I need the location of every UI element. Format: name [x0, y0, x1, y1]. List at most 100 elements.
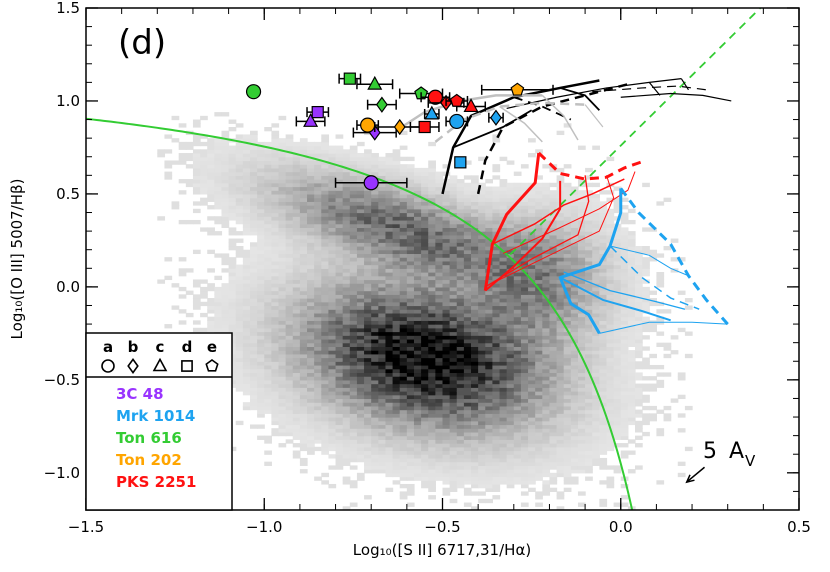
density-cell — [520, 472, 529, 478]
density-cell — [292, 353, 301, 359]
density-cell — [299, 253, 308, 258]
density-cell — [435, 208, 444, 214]
density-cell — [478, 242, 486, 247]
density-cell — [471, 483, 479, 489]
density-cell — [285, 138, 294, 143]
density-cell — [485, 190, 494, 195]
density-cell — [463, 242, 472, 247]
density-cell — [513, 353, 522, 359]
density-cell — [592, 391, 600, 396]
density-cell — [307, 364, 315, 370]
density-cell — [285, 171, 294, 176]
density-cell — [478, 469, 486, 474]
density-cell — [635, 286, 643, 292]
density-cell — [364, 249, 372, 255]
density-cell — [321, 420, 330, 426]
density-cell — [413, 201, 422, 206]
density-cell — [335, 268, 344, 273]
density-cell — [307, 357, 315, 362]
density-cell — [349, 298, 358, 303]
density-cell — [535, 324, 543, 329]
density-cell — [499, 461, 508, 466]
density-cell — [435, 417, 444, 422]
density-cell — [556, 298, 565, 303]
density-cell — [378, 364, 387, 370]
density-cell — [471, 439, 479, 444]
density-cell — [285, 201, 294, 206]
density-cell — [549, 193, 558, 199]
density-cell — [285, 253, 294, 258]
density-cell — [577, 409, 586, 414]
density-cell — [506, 361, 515, 366]
density-cell — [563, 212, 572, 217]
density-cell — [463, 402, 472, 407]
density-cell — [257, 316, 265, 321]
density-cell — [385, 223, 394, 228]
density-cell — [535, 476, 543, 481]
density-cell — [463, 309, 472, 314]
density-cell — [570, 201, 579, 206]
density-cell — [200, 327, 208, 333]
density-cell — [314, 238, 322, 243]
density-cell — [549, 364, 558, 370]
density-cell — [235, 387, 244, 392]
density-cell — [520, 286, 529, 292]
density-cell — [520, 205, 529, 210]
density-cell — [463, 443, 472, 448]
density-cell — [506, 190, 515, 195]
density-cell — [592, 268, 600, 273]
density-cell — [271, 238, 280, 243]
density-cell — [292, 301, 301, 307]
density-cell — [235, 156, 244, 162]
density-cell — [307, 420, 315, 426]
density-cell — [314, 379, 322, 385]
density-cell — [463, 301, 472, 307]
density-cell — [520, 346, 529, 351]
density-cell — [506, 472, 515, 478]
density-cell — [449, 327, 458, 333]
density-cell — [249, 190, 258, 195]
density-cell — [207, 283, 215, 288]
density-cell — [449, 383, 458, 388]
density-cell — [528, 268, 536, 273]
density-cell — [635, 428, 643, 433]
density-cell — [413, 190, 422, 195]
density-cell — [385, 424, 394, 429]
density-cell — [242, 193, 251, 199]
density-cell — [378, 171, 387, 176]
density-cell — [556, 379, 565, 385]
density-cell — [278, 153, 287, 158]
density-cell — [314, 201, 322, 206]
density-cell — [620, 294, 629, 299]
density-cell — [520, 469, 529, 474]
density-cell — [285, 283, 294, 288]
density-cell — [392, 431, 401, 437]
density-cell — [563, 208, 572, 214]
density-cell — [335, 197, 344, 202]
density-cell — [478, 398, 486, 403]
density-cell — [613, 428, 622, 433]
density-cell — [307, 164, 315, 169]
density-cell — [471, 391, 479, 396]
density-cell — [421, 420, 429, 426]
density-cell — [249, 260, 258, 266]
density-cell — [235, 179, 244, 184]
density-cell — [570, 208, 579, 214]
density-cell — [421, 409, 429, 414]
density-cell — [228, 238, 237, 243]
density-cell — [307, 309, 315, 314]
density-cell — [492, 290, 501, 295]
density-cell — [356, 320, 365, 325]
density-cell — [577, 398, 586, 403]
density-cell — [192, 171, 201, 176]
density-cell — [506, 402, 515, 407]
density-cell — [513, 394, 522, 400]
density-cell — [378, 309, 387, 314]
density-cell — [556, 309, 565, 314]
density-cell — [456, 227, 465, 232]
density-cell — [242, 164, 251, 169]
density-cell — [249, 398, 258, 403]
density-cell — [406, 182, 415, 188]
density-cell — [406, 290, 415, 295]
density-cell — [278, 167, 287, 173]
